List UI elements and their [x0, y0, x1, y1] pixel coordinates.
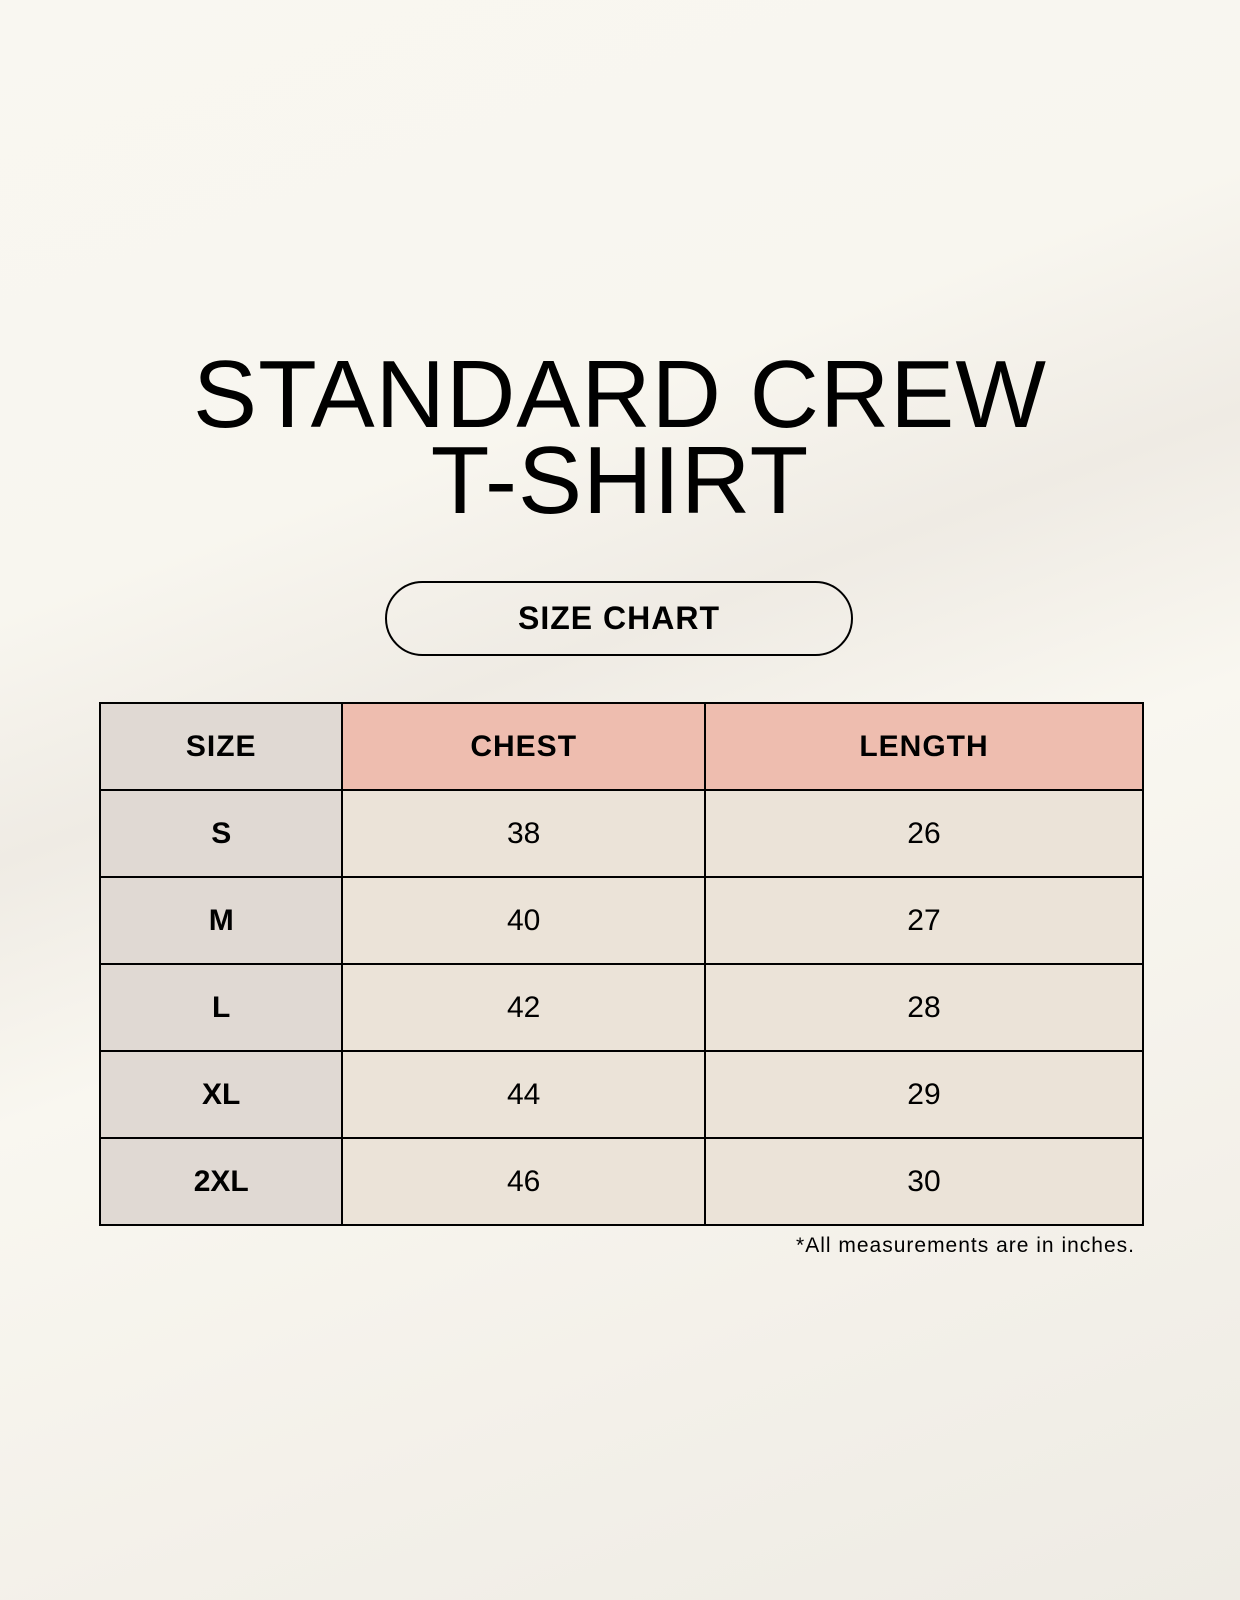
cell-size: M	[98, 876, 344, 965]
cell-length: 29	[703, 1050, 1145, 1139]
cell-size: 2XL	[98, 1137, 344, 1226]
cell-size: XL	[98, 1050, 344, 1139]
cell-chest: 40	[341, 876, 706, 965]
table-row: 2XL 46 30	[98, 1137, 1145, 1226]
cell-chest: 46	[341, 1137, 706, 1226]
size-table: SIZE CHEST LENGTH S 38 26 M 40 27 L 42 28 XL 44 29 2…	[98, 702, 1145, 1226]
header-length: LENGTH	[703, 702, 1145, 791]
page-title: STANDARD CREW T-SHIRT	[0, 341, 1240, 534]
size-chart-badge: SIZE CHART	[385, 581, 853, 656]
table-header-row: SIZE CHEST LENGTH	[98, 702, 1145, 791]
title-line-1: STANDARD CREW	[193, 341, 1047, 448]
table-row: S 38 26	[98, 789, 1145, 878]
cell-length: 28	[703, 963, 1145, 1052]
title-line-2: T-SHIRT	[430, 427, 810, 534]
cell-length: 27	[703, 876, 1145, 965]
cell-length: 26	[703, 789, 1145, 878]
cell-size: L	[98, 963, 344, 1052]
header-size: SIZE	[98, 702, 344, 791]
cell-length: 30	[703, 1137, 1145, 1226]
table-row: M 40 27	[98, 876, 1145, 965]
table-row: XL 44 29	[98, 1050, 1145, 1139]
footnote: *All measurements are in inches.	[796, 1234, 1135, 1257]
cell-chest: 42	[341, 963, 706, 1052]
cell-size: S	[98, 789, 344, 878]
cell-chest: 44	[341, 1050, 706, 1139]
table-row: L 42 28	[98, 963, 1145, 1052]
header-chest: CHEST	[341, 702, 706, 791]
cell-chest: 38	[341, 789, 706, 878]
